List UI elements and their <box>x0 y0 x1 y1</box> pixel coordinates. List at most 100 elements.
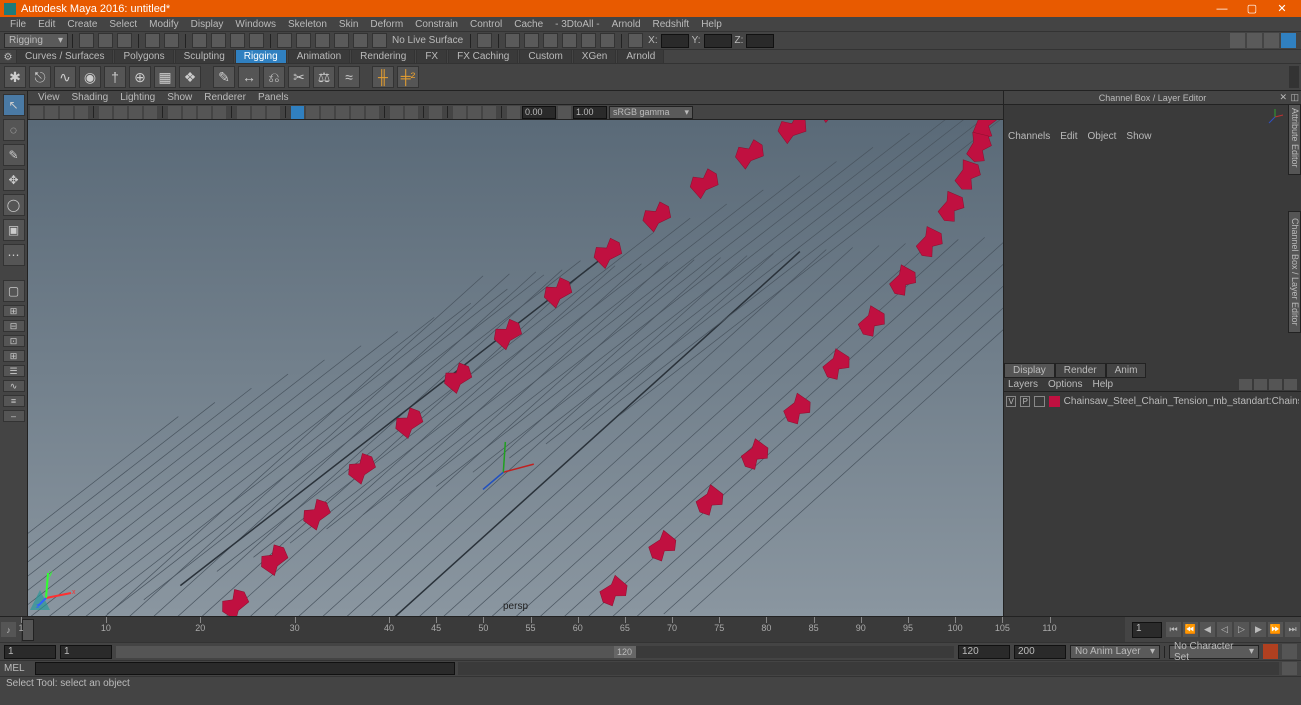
channel-menu-object[interactable]: Object <box>1088 131 1117 142</box>
exposure-input[interactable]: 0.00 <box>522 106 556 119</box>
range-bar[interactable]: 120 <box>116 646 954 658</box>
modeling-toolkit-icon[interactable] <box>1230 33 1245 48</box>
auto-key-icon[interactable] <box>1263 644 1278 659</box>
shadows-icon[interactable] <box>405 106 418 119</box>
outliner-layout-icon[interactable]: ☰ <box>3 365 25 377</box>
safe-action-icon[interactable] <box>144 106 157 119</box>
dope-layout-icon[interactable]: ≡ <box>3 395 25 407</box>
shelf-tab-custom[interactable]: Custom <box>519 49 571 63</box>
shelf-bind-icon[interactable]: ⎌ <box>263 66 285 88</box>
sel-component-icon[interactable] <box>230 33 245 48</box>
time-slider-track[interactable]: 1102030404550556065707580859095100105110 <box>21 617 1125 642</box>
shaded-icon[interactable] <box>183 106 196 119</box>
poly-count-icon[interactable] <box>483 106 496 119</box>
layer-menu-help[interactable]: Help <box>1092 379 1113 390</box>
shelf-paint-icon[interactable]: ✎ <box>213 66 235 88</box>
layer-row[interactable]: V P Chainsaw_Steel_Chain_Tension_mb_stan… <box>1006 394 1299 409</box>
shelf-tab-animation[interactable]: Animation <box>288 49 350 63</box>
play-start-input[interactable]: 1 <box>60 645 112 659</box>
play-back-icon[interactable]: ◁ <box>1217 622 1232 637</box>
open-scene-icon[interactable] <box>98 33 113 48</box>
channel-menu-edit[interactable]: Edit <box>1060 131 1077 142</box>
layer-playback-toggle[interactable]: P <box>1020 396 1030 407</box>
wireframe-icon[interactable] <box>168 106 181 119</box>
layer-btn1-icon[interactable] <box>1239 379 1252 390</box>
snap-grid-icon[interactable] <box>277 33 292 48</box>
multi-sample-icon[interactable] <box>366 106 379 119</box>
maximize-button[interactable]: ▢ <box>1237 2 1267 15</box>
close-button[interactable]: ✕ <box>1267 2 1297 15</box>
prefs-icon[interactable] <box>1282 644 1297 659</box>
ipr-render-icon[interactable] <box>524 33 539 48</box>
shelf-skin-icon[interactable]: ◉ <box>79 66 101 88</box>
menu-help[interactable]: Help <box>695 19 728 30</box>
rotate-tool-icon[interactable]: ◯ <box>3 194 25 216</box>
isolate-icon[interactable] <box>291 106 304 119</box>
character-set-combo[interactable]: No Character Set▾ <box>1169 645 1259 659</box>
single-view-icon[interactable]: ▢ <box>3 280 25 302</box>
script-editor-icon[interactable] <box>1282 662 1297 675</box>
channel-box-tab[interactable]: Channel Box / Layer Editor <box>1288 211 1301 333</box>
layer-tab-anim[interactable]: Anim <box>1106 363 1147 378</box>
shelf-tab-xgen[interactable]: XGen <box>573 49 617 63</box>
step-fwd-icon[interactable]: ▶ <box>1251 622 1266 637</box>
textured-icon[interactable] <box>198 106 211 119</box>
light-use-icon[interactable] <box>390 106 403 119</box>
x-input[interactable] <box>661 34 689 48</box>
snap-live-icon[interactable] <box>353 33 368 48</box>
four-view-icon[interactable]: ⊞ <box>3 305 25 317</box>
menu-windows[interactable]: Windows <box>229 19 282 30</box>
sel-hierarchy-icon[interactable] <box>192 33 207 48</box>
attribute-editor-icon[interactable] <box>1247 33 1262 48</box>
sel-mask-icon[interactable] <box>249 33 264 48</box>
shelf-ikspline-icon[interactable]: ∿ <box>54 66 76 88</box>
step-fwd-key-icon[interactable]: ⏩ <box>1268 622 1283 637</box>
channel-box-icon[interactable] <box>1281 33 1296 48</box>
snap-curve-icon[interactable] <box>296 33 311 48</box>
last-tool-icon[interactable]: ⋯ <box>3 244 25 266</box>
channel-menu-channels[interactable]: Channels <box>1008 131 1050 142</box>
menu-arnold[interactable]: Arnold <box>606 19 647 30</box>
viewport-render-icon[interactable] <box>429 106 442 119</box>
current-frame-input[interactable]: 1 <box>1132 622 1162 638</box>
snap-center-icon[interactable] <box>372 33 387 48</box>
panel-menu-shading[interactable]: Shading <box>66 92 115 103</box>
anim-end-input[interactable]: 200 <box>1014 645 1066 659</box>
shelf-tab-rendering[interactable]: Rendering <box>351 49 415 63</box>
menu-create[interactable]: Create <box>61 19 103 30</box>
shelf-tab-polygons[interactable]: Polygons <box>114 49 173 63</box>
minimize-button[interactable]: — <box>1207 3 1237 15</box>
exposure-icon[interactable] <box>507 106 520 119</box>
menu-control[interactable]: Control <box>464 19 508 30</box>
y-input[interactable] <box>704 34 732 48</box>
motion-blur-icon[interactable] <box>336 106 349 119</box>
save-scene-icon[interactable] <box>117 33 132 48</box>
range-end-handle[interactable]: 120 <box>614 646 636 658</box>
snap-plane-icon[interactable] <box>334 33 349 48</box>
shelf-lattice-icon[interactable]: ▦ <box>154 66 176 88</box>
light-icon[interactable] <box>600 33 615 48</box>
snap-point-icon[interactable] <box>315 33 330 48</box>
shelf-ik-icon[interactable]: ⎋ <box>29 66 51 88</box>
xray-icon[interactable] <box>252 106 265 119</box>
scale-tool-icon[interactable]: ▣ <box>3 219 25 241</box>
film-gate-icon[interactable] <box>114 106 127 119</box>
panel-menu-renderer[interactable]: Renderer <box>198 92 252 103</box>
history-icon[interactable] <box>477 33 492 48</box>
color-space-combo[interactable]: sRGB gamma▾ <box>609 106 693 119</box>
xray-joints-icon[interactable] <box>267 106 280 119</box>
lasso-tool-icon[interactable]: ◌ <box>3 119 25 141</box>
anim-start-input[interactable]: 1 <box>4 645 56 659</box>
menu-file[interactable]: File <box>4 19 32 30</box>
graph-layout-icon[interactable]: ∿ <box>3 380 25 392</box>
shelf-tab-arnold[interactable]: Arnold <box>617 49 664 63</box>
shelf-cluster-icon[interactable]: ❖ <box>179 66 201 88</box>
panel-close-icon[interactable]: ✕ <box>1279 92 1287 103</box>
shelf-mirror-icon[interactable]: ↔ <box>238 66 260 88</box>
res-gate-icon[interactable] <box>129 106 142 119</box>
shelf-tab-sculpting[interactable]: Sculpting <box>175 49 234 63</box>
layout2-icon[interactable]: ⊟ <box>3 320 25 332</box>
module-selector[interactable]: Rigging▾ <box>4 33 68 48</box>
redo-icon[interactable] <box>164 33 179 48</box>
joint-display-icon[interactable] <box>468 106 481 119</box>
